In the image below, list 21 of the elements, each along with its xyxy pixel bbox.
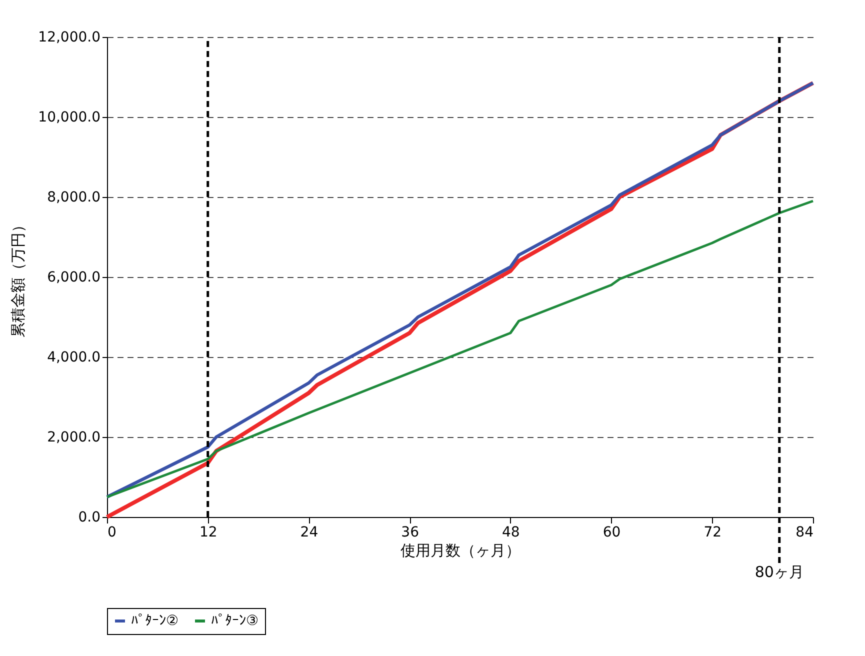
y-tick-label: 12,000.0 (38, 30, 100, 46)
x-tick-label: 0 (108, 524, 116, 540)
x-tick-label: 24 (300, 524, 318, 540)
y-tick-label: 8,000.0 (47, 190, 100, 206)
y-tick-label: 4,000.0 (47, 350, 100, 366)
y-tick-label: 10,000.0 (38, 110, 100, 126)
y-axis-title: 累積金額（万円） (9, 218, 28, 338)
legend-label: ﾊﾟﾀｰﾝ② (131, 613, 179, 629)
ref-line-label: 80ヶ月 (754, 563, 804, 581)
x-tick-label: 72 (704, 524, 722, 540)
x-tick-label: 60 (602, 524, 621, 540)
x-tick-label: 12 (199, 524, 218, 540)
x-axis-title: 使用月数（ヶ月） (400, 542, 520, 560)
y-tick-label: 0.0 (78, 510, 100, 526)
legend-label: ﾊﾟﾀｰﾝ③ (211, 613, 259, 629)
x-tick-label: 84 (796, 524, 814, 540)
line-series (106, 200, 814, 498)
x-tick-label: 48 (502, 524, 520, 540)
y-tick-label: 6,000.0 (47, 270, 100, 286)
y-tick-label: 2,000.0 (47, 430, 100, 446)
x-tick-label: 36 (401, 524, 420, 540)
